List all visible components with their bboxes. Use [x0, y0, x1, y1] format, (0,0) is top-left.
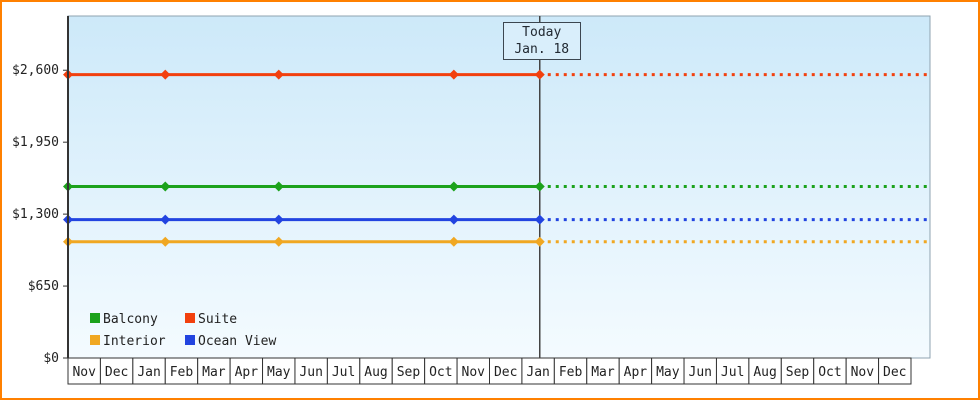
x-axis-month-cell [521, 357, 555, 385]
data-point-marker [448, 69, 459, 80]
x-axis-month-label: Sep [397, 365, 421, 380]
x-axis-month-label: Mar [202, 365, 226, 380]
data-point-marker [534, 69, 545, 80]
x-axis-month-cell [845, 357, 880, 385]
data-point-marker [273, 181, 284, 192]
legend-swatch-balcony [90, 313, 100, 323]
x-axis-month-label: Apr [624, 365, 648, 380]
x-axis-month-label: Sep [786, 365, 810, 380]
x-axis-month-cell [618, 357, 653, 385]
x-axis-month-label: Aug [753, 365, 776, 380]
today-label: Today [522, 25, 562, 40]
legend-swatch-suite [185, 313, 195, 323]
y-axis-tick-label: $0 [43, 351, 59, 366]
y-axis-tick-label: $2,600 [12, 63, 59, 78]
x-axis-month-label: May [656, 365, 680, 380]
x-axis-month-label: Nov [72, 365, 96, 380]
legend-label-balcony: Balcony [103, 312, 158, 327]
x-axis-month-cell [715, 357, 750, 385]
x-axis-month-label: Mar [591, 365, 615, 380]
data-point-marker [448, 181, 459, 192]
x-axis-month-cell [651, 357, 685, 385]
legend-swatch-ocean-view [185, 335, 195, 345]
data-point-marker [448, 236, 459, 247]
data-point-marker [448, 214, 459, 225]
data-point-marker [160, 236, 171, 247]
x-axis-month-label: Feb [559, 365, 583, 380]
data-point-marker [273, 214, 284, 225]
x-axis-month-label: Jun [299, 365, 322, 380]
x-axis-month-cell [813, 357, 847, 385]
x-axis-month-cell [489, 357, 523, 385]
x-axis-month-cell [359, 357, 393, 385]
x-axis-month-label: Oct [429, 365, 452, 380]
x-axis-month-label: Oct [818, 365, 841, 380]
x-axis-month-label: Jan [137, 365, 160, 380]
y-axis-tick-label: $1,300 [12, 207, 59, 222]
x-axis-month-cell [683, 357, 717, 385]
x-axis-month-cell [780, 357, 815, 385]
x-axis-month-label: Nov [462, 365, 486, 380]
data-point-marker [160, 69, 171, 80]
legend-swatch-interior [90, 335, 100, 345]
x-axis-month-label: Feb [170, 365, 194, 380]
x-axis-month-cell [294, 357, 328, 385]
x-axis-month-label: Dec [494, 365, 517, 380]
x-axis-month-label: Dec [883, 365, 906, 380]
x-axis-month-label: Dec [105, 365, 128, 380]
x-axis-month-cell [424, 357, 458, 385]
legend-label-ocean-view: Ocean View [198, 334, 276, 349]
x-axis-month-cell [164, 357, 199, 385]
data-point-marker [534, 181, 545, 192]
y-axis-tick-label: $1,950 [12, 135, 59, 150]
x-axis-month-label: Nov [851, 365, 875, 380]
x-axis-month-cell [229, 357, 264, 385]
x-axis-month-cell [878, 357, 912, 385]
x-axis-month-label: May [267, 365, 291, 380]
legend-label-suite: Suite [198, 312, 237, 327]
today-date: Jan. 18 [514, 42, 570, 57]
data-point-marker [160, 214, 171, 225]
x-axis-month-label: Jul [332, 365, 355, 380]
legend-label-interior: Interior [103, 334, 166, 349]
data-point-marker [534, 236, 545, 247]
x-axis-month-label: Apr [235, 365, 259, 380]
x-axis-month-label: Aug [364, 365, 387, 380]
x-axis-month-cell [586, 357, 620, 385]
data-point-marker [273, 236, 284, 247]
y-axis-tick-label: $650 [28, 279, 59, 294]
data-point-marker [273, 69, 284, 80]
x-axis-month-label: Jul [721, 365, 744, 380]
x-axis-month-cell [99, 357, 134, 385]
x-axis-month-label: Jan [526, 365, 549, 380]
x-axis-month-label: Jun [689, 365, 712, 380]
data-point-marker [534, 214, 545, 225]
today-marker-label: Today Jan. 18 [502, 22, 581, 60]
data-point-marker [160, 181, 171, 192]
x-axis-month-cell [748, 357, 782, 385]
